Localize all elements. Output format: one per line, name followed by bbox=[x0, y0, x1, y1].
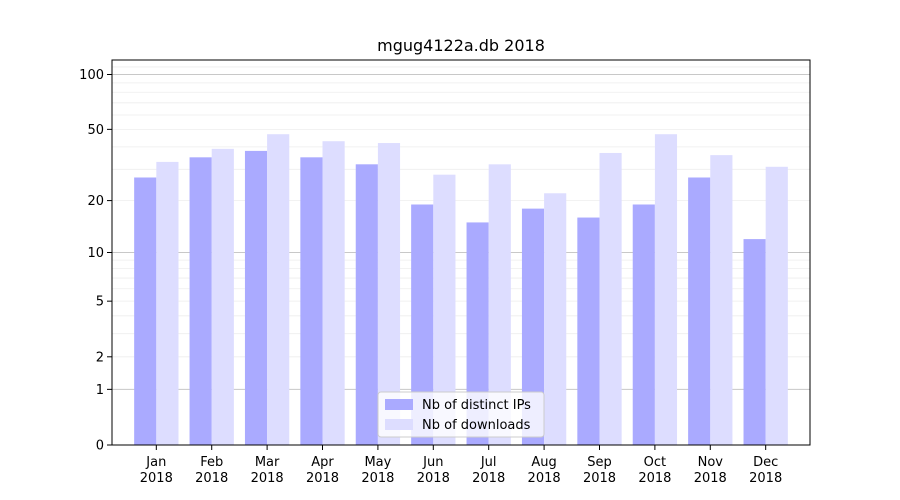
x-tick-label: 2018 bbox=[306, 471, 339, 486]
x-tick-label: Nov bbox=[698, 455, 724, 470]
bar-ips bbox=[300, 157, 323, 445]
y-tick-label: 20 bbox=[87, 194, 104, 209]
x-tick-label: Feb bbox=[200, 455, 223, 470]
x-tick-label: 2018 bbox=[694, 471, 727, 486]
bar-ips bbox=[577, 217, 600, 445]
legend-swatch bbox=[385, 399, 413, 410]
bar-ips bbox=[189, 157, 212, 445]
bars bbox=[134, 134, 788, 446]
legend: Nb of distinct IPs Nb of downloads bbox=[377, 391, 545, 438]
bar-ips bbox=[521, 208, 545, 445]
x-tick-label: 2018 bbox=[583, 471, 616, 486]
legend-box bbox=[377, 391, 545, 438]
bar-ips bbox=[244, 150, 268, 445]
x-tick-label: Dec bbox=[753, 455, 778, 470]
bar-downloads bbox=[710, 155, 733, 446]
x-tick-label: Oct bbox=[644, 455, 666, 470]
x-tick-label: Jul bbox=[480, 455, 497, 470]
x-tick-label: Aug bbox=[531, 455, 556, 470]
x-tick-label: 2018 bbox=[417, 471, 450, 486]
bar-ips bbox=[411, 204, 434, 445]
legend-label: Nb of distinct IPs bbox=[422, 398, 531, 413]
x-tick-label: 2018 bbox=[749, 471, 782, 486]
x-tick-label: Sep bbox=[587, 455, 612, 470]
bar-downloads bbox=[488, 164, 511, 445]
bar-ips bbox=[632, 204, 655, 445]
bar-downloads bbox=[156, 161, 179, 445]
y-tick-label: 100 bbox=[79, 68, 104, 83]
bar-downloads bbox=[377, 143, 401, 446]
bar-downloads bbox=[267, 134, 290, 445]
bar-ips bbox=[688, 177, 711, 445]
bar-ips bbox=[134, 177, 157, 445]
bar-downloads bbox=[654, 134, 678, 445]
x-tick-label: Mar bbox=[255, 455, 280, 470]
bar-downloads bbox=[211, 148, 234, 445]
x-tick-label: 2018 bbox=[472, 471, 505, 486]
x-tick-label: May bbox=[364, 455, 391, 470]
y-tick-label: 1 bbox=[96, 383, 104, 398]
y-tick-label: 10 bbox=[87, 246, 104, 261]
y-tick-label: 5 bbox=[96, 295, 104, 310]
bar-ips bbox=[355, 164, 378, 445]
x-tick-label: 2018 bbox=[251, 471, 284, 486]
x-tick-label: 2018 bbox=[195, 471, 228, 486]
x-axis: Jan2018Feb2018Mar2018Apr2018May2018Jun20… bbox=[140, 445, 782, 486]
bar-downloads bbox=[322, 141, 345, 446]
y-tick-label: 50 bbox=[87, 123, 104, 138]
bar-downloads bbox=[544, 193, 567, 445]
bar-ips bbox=[466, 222, 489, 445]
x-tick-label: 2018 bbox=[528, 471, 561, 486]
x-tick-label: Apr bbox=[311, 455, 334, 470]
x-tick-label: 2018 bbox=[140, 471, 173, 486]
bar-downloads bbox=[765, 166, 788, 446]
bar-downloads bbox=[599, 152, 622, 445]
y-axis: 0 1 2 5 10 20 50 100 bbox=[79, 68, 112, 454]
bar-downloads bbox=[433, 174, 456, 446]
legend-swatch bbox=[385, 419, 413, 430]
legend-label: Nb of downloads bbox=[422, 418, 531, 433]
x-tick-label: Jun bbox=[422, 455, 443, 470]
x-tick-label: 2018 bbox=[361, 471, 394, 486]
y-tick-label: 0 bbox=[96, 439, 104, 454]
x-tick-label: Jan bbox=[145, 455, 166, 470]
bar-ips bbox=[743, 239, 766, 445]
x-tick-label: 2018 bbox=[638, 471, 671, 486]
chart-title: mgug4122a.db 2018 bbox=[377, 36, 545, 55]
y-tick-label: 2 bbox=[96, 350, 104, 365]
